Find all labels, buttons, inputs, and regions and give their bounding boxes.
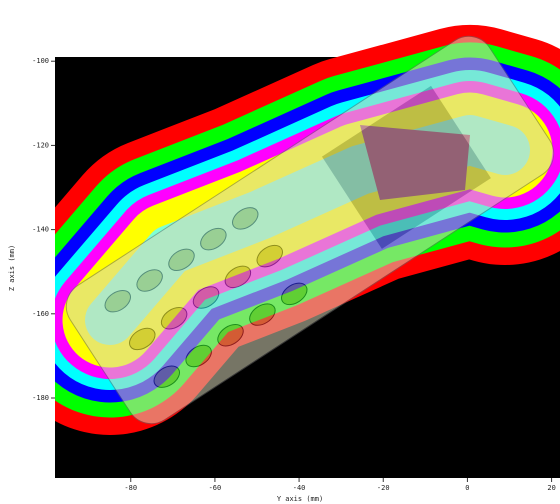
phone-key xyxy=(192,286,220,309)
y-tick-label: -180 xyxy=(32,394,49,402)
phone-key xyxy=(129,327,156,351)
phone-key xyxy=(104,289,131,313)
phone-key xyxy=(224,265,252,289)
y-tick-label: -160 xyxy=(32,310,49,318)
phone-key xyxy=(168,248,195,272)
phone-key xyxy=(200,227,227,251)
phone-overlay xyxy=(65,35,555,425)
x-tick-label: -60 xyxy=(209,484,222,492)
phone-key xyxy=(136,269,163,292)
phone-screen xyxy=(321,85,491,249)
y-tick-label: -140 xyxy=(32,226,49,234)
phone-key xyxy=(185,344,212,368)
x-tick-label: 20 xyxy=(547,484,555,492)
phone-key xyxy=(281,282,308,306)
x-tick-label: -20 xyxy=(377,484,390,492)
phone-key xyxy=(153,365,180,388)
phone-key xyxy=(160,307,188,330)
y-axis-label: Z axis (mm) xyxy=(8,245,16,291)
phone-key xyxy=(217,324,244,347)
x-tick-label: 0 xyxy=(465,484,469,492)
x-tick-label: -40 xyxy=(293,484,306,492)
phone-key xyxy=(249,303,276,326)
phone-key xyxy=(232,207,259,230)
x-tick-label: -80 xyxy=(124,484,137,492)
phone-key xyxy=(256,244,283,268)
y-tick-label: -100 xyxy=(32,57,49,65)
x-axis-label: Y axis (mm) xyxy=(277,495,323,503)
y-tick-label: -120 xyxy=(32,141,49,149)
phone-body xyxy=(65,35,555,425)
